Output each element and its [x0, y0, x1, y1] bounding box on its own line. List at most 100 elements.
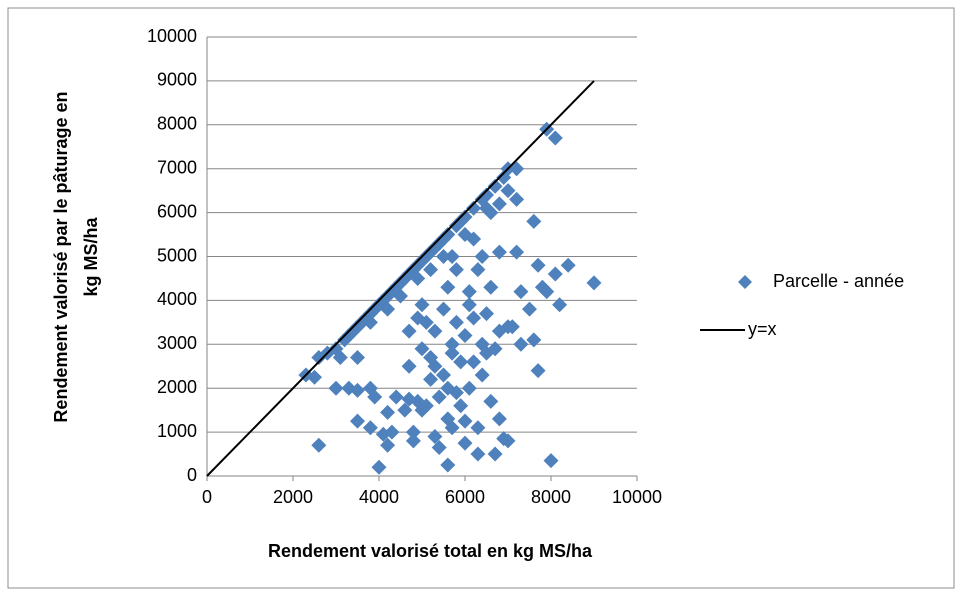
point — [461, 284, 477, 300]
point — [457, 209, 473, 225]
point — [380, 437, 396, 453]
y-tick-label: 2000 — [157, 377, 197, 397]
x-tick-label: 0 — [202, 487, 212, 507]
point — [466, 354, 482, 370]
point — [522, 301, 537, 317]
point — [500, 183, 516, 199]
y-tick-label: 7000 — [157, 157, 197, 177]
y-axis-title: Rendement valorisé par le pâturage en — [51, 91, 71, 422]
point — [483, 393, 499, 409]
y-tick-label: 9000 — [157, 70, 197, 90]
point — [586, 275, 602, 291]
y-axis-title: kg MS/ha — [81, 217, 101, 297]
y-tick-label: 0 — [187, 465, 197, 485]
x-tick-label: 6000 — [445, 487, 485, 507]
point — [509, 191, 525, 207]
point — [444, 249, 460, 264]
point — [474, 249, 490, 264]
point — [427, 428, 443, 444]
y-tick-label: 1000 — [157, 421, 197, 441]
point — [483, 279, 499, 295]
chart-border — [7, 7, 955, 589]
point — [479, 306, 494, 322]
point — [448, 262, 464, 278]
point — [388, 389, 404, 405]
x-axis-title: Rendement valorisé total en kg MS/ha — [268, 541, 593, 561]
point — [410, 310, 426, 326]
point — [479, 200, 494, 216]
point — [448, 314, 464, 330]
y-tick-label: 3000 — [157, 333, 197, 353]
x-tick-label: 10000 — [612, 487, 662, 507]
point — [457, 328, 473, 344]
point — [509, 161, 525, 177]
point — [350, 382, 365, 398]
y-tick-label: 6000 — [157, 201, 197, 221]
point — [474, 367, 490, 383]
x-tick-label: 4000 — [359, 487, 399, 507]
line — [206, 80, 595, 477]
point — [491, 244, 507, 260]
point — [466, 200, 482, 216]
legend-label: y=x — [748, 319, 777, 339]
y-tick-label: 5000 — [157, 245, 197, 265]
point — [526, 332, 542, 348]
point — [487, 341, 503, 357]
point — [423, 262, 439, 278]
point — [470, 420, 486, 436]
legend-marker — [738, 275, 752, 289]
point — [397, 402, 413, 418]
point — [436, 249, 451, 264]
point — [487, 178, 503, 194]
point — [457, 435, 473, 451]
point — [431, 389, 447, 405]
point — [453, 354, 469, 370]
point — [367, 389, 383, 405]
point — [311, 437, 327, 453]
point — [504, 319, 520, 335]
point — [509, 244, 525, 260]
point — [362, 420, 378, 436]
point — [461, 297, 477, 313]
point — [384, 424, 400, 440]
point — [436, 367, 451, 383]
point — [547, 266, 563, 282]
point — [418, 398, 434, 414]
point — [444, 345, 460, 361]
point — [380, 404, 396, 420]
point — [547, 130, 563, 146]
point — [401, 358, 417, 374]
point — [457, 413, 473, 429]
point — [470, 446, 486, 462]
x-tick-label: 2000 — [273, 487, 313, 507]
point — [307, 369, 322, 385]
point — [444, 336, 460, 352]
point — [513, 284, 529, 300]
point — [332, 349, 348, 365]
point — [350, 349, 365, 365]
y-tick-label: 4000 — [157, 289, 197, 309]
point — [410, 270, 426, 286]
point — [440, 457, 456, 473]
point — [461, 380, 477, 396]
point — [380, 301, 396, 317]
y-tick-label: 8000 — [157, 114, 197, 134]
point — [440, 279, 456, 295]
x-tick-label: 8000 — [531, 487, 571, 507]
point — [436, 301, 451, 317]
point — [427, 323, 443, 339]
point — [350, 413, 365, 429]
point — [491, 196, 507, 212]
point — [440, 380, 456, 396]
point — [423, 371, 439, 387]
point — [453, 398, 469, 414]
point — [470, 262, 486, 278]
point — [560, 257, 576, 273]
point — [513, 336, 529, 352]
point — [405, 433, 421, 449]
y-tick-label: 10000 — [147, 26, 197, 46]
legend-label: Parcelle - année — [773, 271, 904, 291]
point — [405, 424, 421, 440]
point — [414, 341, 430, 357]
